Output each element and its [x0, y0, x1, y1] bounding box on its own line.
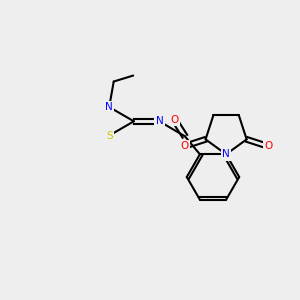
Text: O: O	[180, 141, 188, 151]
Text: O: O	[264, 141, 272, 151]
Text: N: N	[105, 102, 113, 112]
Text: S: S	[106, 130, 112, 140]
Text: N: N	[155, 116, 163, 126]
Text: O: O	[170, 115, 178, 125]
Text: N: N	[222, 149, 230, 159]
